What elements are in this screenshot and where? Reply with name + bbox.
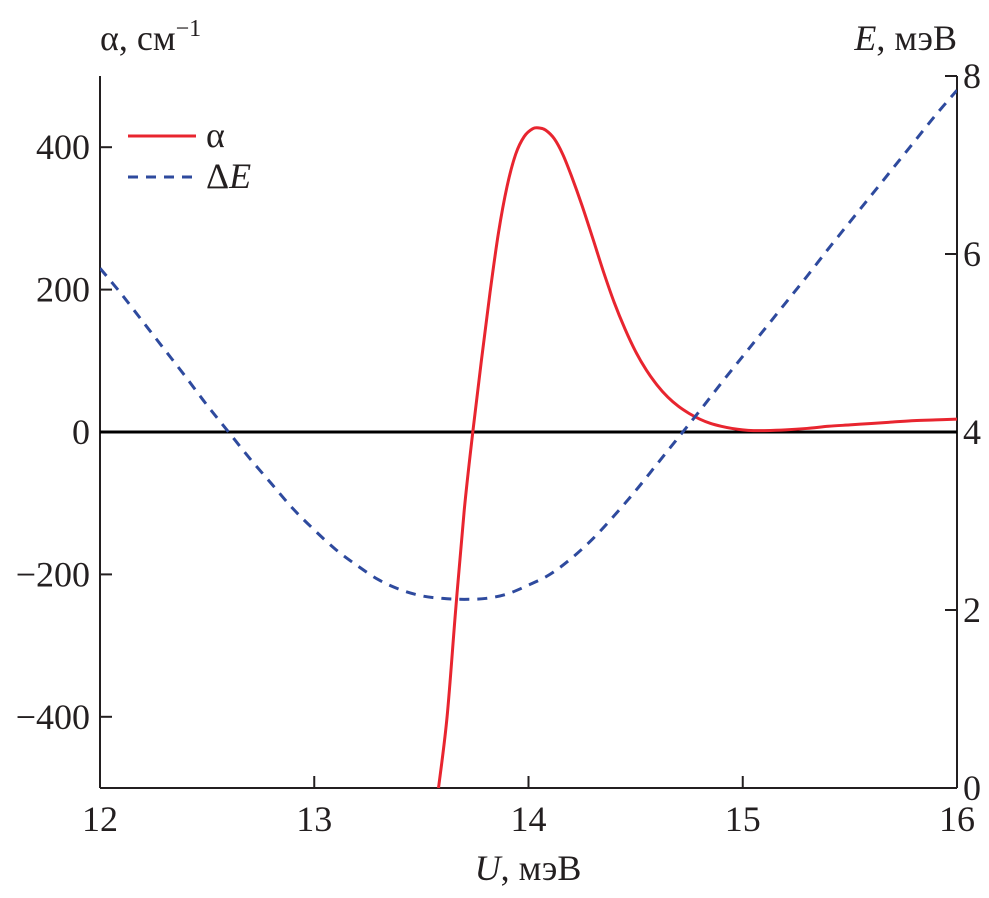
y-right-tick-label: 6: [963, 234, 981, 274]
x-tick-label: 13: [296, 799, 332, 839]
legend: α ΔE: [128, 115, 251, 196]
y-left-axis-unit: , см: [119, 18, 176, 58]
ticks: 12 13 14 15 16 400 200 0 −200 −400 8 6 4 2 0: [16, 56, 981, 839]
y-left-tick-label: 0: [72, 412, 90, 452]
y-left-axis-unit-sup: −1: [176, 16, 202, 42]
y-right-axis-title: E, мэВ: [853, 18, 957, 58]
y-left-tick-label: 400: [36, 127, 90, 167]
legend-delta-e-label: ΔE: [206, 156, 251, 196]
y-left-tick-label: −200: [16, 554, 90, 594]
x-tick-label: 16: [939, 799, 975, 839]
x-tick-label: 15: [725, 799, 761, 839]
y-right-axis-var: E: [853, 18, 876, 58]
x-tick-label: 12: [82, 799, 118, 839]
y-left-axis-var: α: [100, 18, 119, 58]
legend-delta-e-var: E: [228, 156, 251, 196]
x-axis-title: U, мэВ: [475, 848, 582, 888]
y-right-tick-label: 2: [963, 590, 981, 630]
legend-delta-e-prefix: Δ: [206, 156, 229, 196]
x-tick-label: 14: [511, 799, 547, 839]
y-right-tick-label: 8: [963, 56, 981, 96]
series-alpha-line: [437, 126, 957, 788]
y-right-tick-label: 4: [963, 412, 981, 452]
y-left-axis-title: α, см−1: [100, 16, 201, 58]
legend-alpha-label: α: [206, 115, 225, 155]
y-left-tick-label: 200: [36, 270, 90, 310]
y-left-tick-label: −400: [16, 697, 90, 737]
x-axis-var: U: [475, 848, 503, 888]
y-right-tick-label: 0: [963, 768, 981, 808]
series-group: [100, 89, 957, 788]
x-axis-unit: , мэВ: [501, 848, 582, 888]
y-right-axis-unit: , мэВ: [876, 18, 957, 58]
